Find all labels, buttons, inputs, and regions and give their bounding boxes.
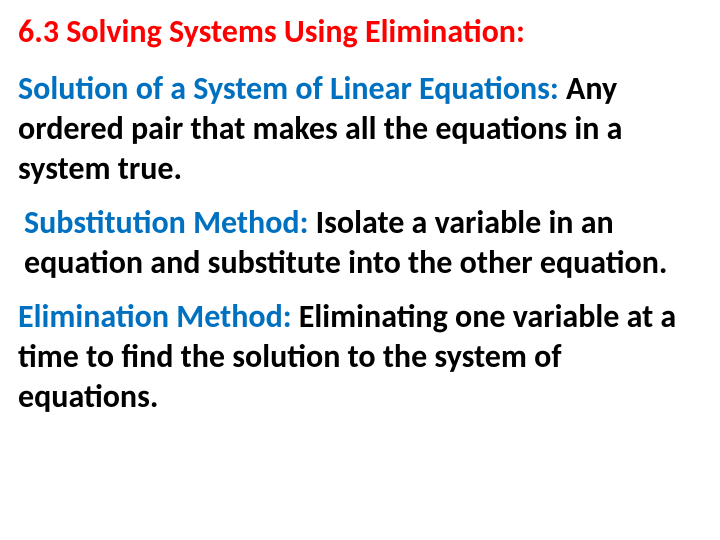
definition-solution: Solution of a System of Linear Equations… (18, 69, 702, 189)
slide-title: 6.3 Solving Systems Using Elimination: (18, 12, 702, 51)
definition-elimination: Elimination Method: Eliminating one vari… (18, 297, 702, 417)
term-elimination: Elimination Method: (18, 297, 292, 336)
term-solution: Solution of a System of Linear Equations… (18, 69, 559, 108)
term-substitution: Substitution Method: (24, 203, 308, 242)
definition-substitution: Substitution Method: Isolate a variable … (18, 203, 702, 283)
